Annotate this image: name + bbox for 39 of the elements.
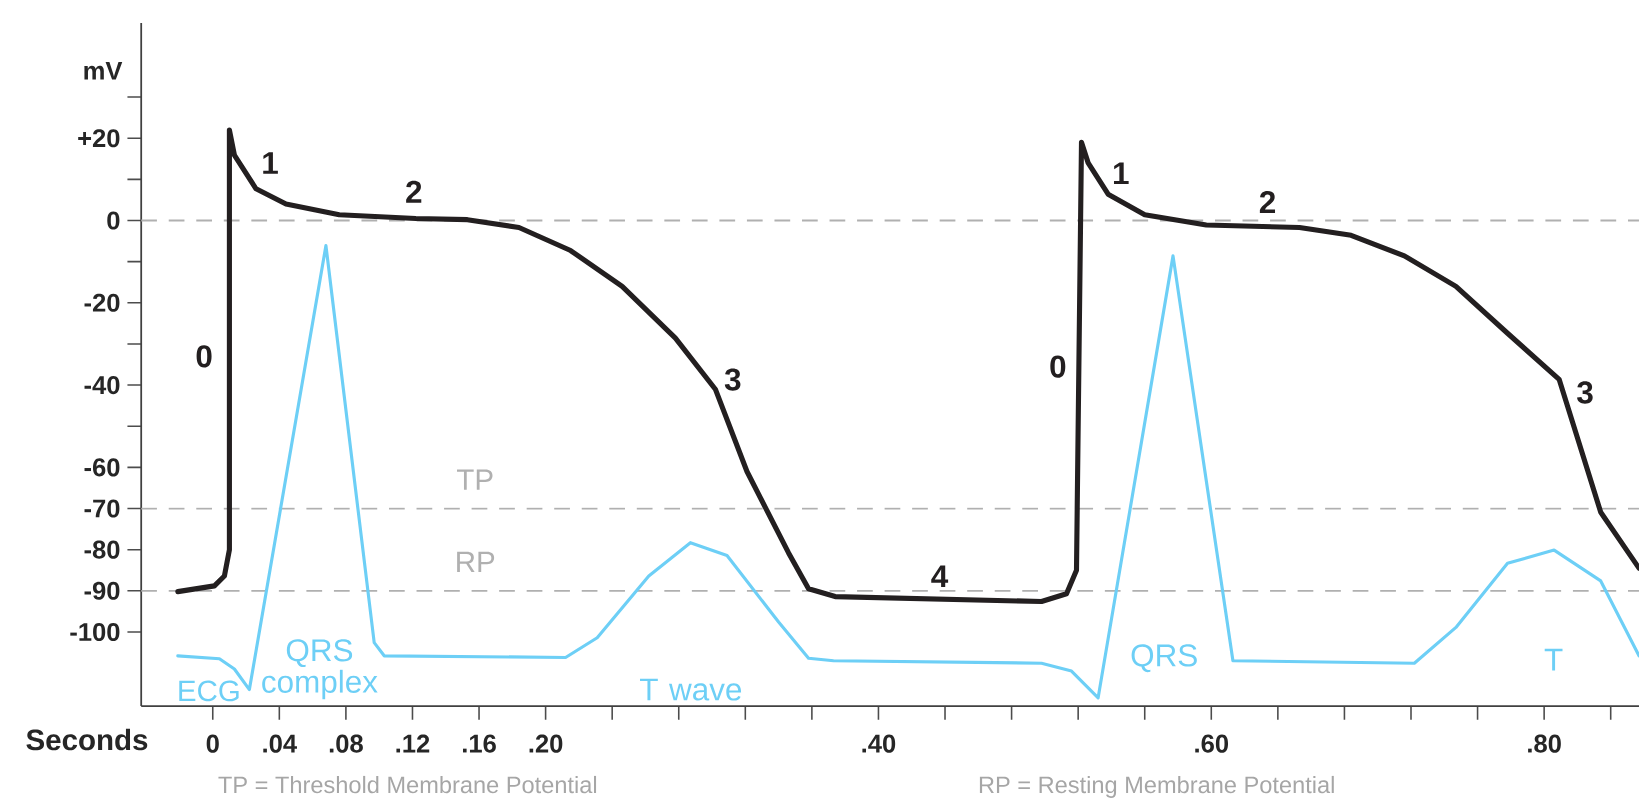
annotation: 3 [1577, 381, 1593, 404]
annotation: QRS complex [262, 639, 378, 700]
x-tick-label: .12 [396, 734, 430, 753]
x-tick-label: 0 [206, 734, 219, 753]
line-series [176, 243, 1639, 700]
annotation: 0 [196, 345, 212, 368]
annotation: 1 [1113, 162, 1129, 184]
annotation: 3 [724, 368, 741, 391]
ref-line-label: TP [457, 469, 493, 490]
x-tick-label: .40 [862, 734, 896, 753]
y-tick-label: -20 [84, 293, 120, 312]
x-tick-label: .20 [529, 734, 563, 753]
annotation: 1 [263, 152, 278, 174]
annotation: T wave [640, 678, 742, 701]
annotation: 0 [1050, 355, 1066, 378]
x-tick-label: .80 [1528, 734, 1561, 753]
x-axis-title: Seconds [26, 728, 148, 751]
ref-line-label: RP [457, 551, 495, 572]
y-tick-label: -60 [84, 458, 120, 477]
annotation: 4 [931, 565, 949, 587]
y-tick-label: -40 [84, 375, 120, 395]
annotation: 2 [406, 180, 422, 203]
y-tick-label: -90 [84, 581, 120, 600]
x-tick-label: .60 [1195, 734, 1229, 753]
y-axis-title: mV [84, 61, 123, 80]
text: TP = Threshold Membrane Potential [218, 775, 597, 794]
y-tick-label: +20 [78, 129, 120, 148]
annotation: QRS [1131, 644, 1197, 673]
y-tick-label: -70 [84, 499, 120, 518]
y-tick-label: -80 [84, 540, 120, 559]
annotation: T [1544, 648, 1563, 671]
x-tick-label: .04 [263, 734, 297, 753]
series-label: ECG [179, 680, 239, 702]
annotation: 2 [1259, 190, 1276, 213]
y-tick-label: -100 [70, 622, 120, 641]
x-tick-label: .08 [329, 734, 363, 753]
x-tick-label: .16 [462, 734, 496, 753]
text: RP = Resting Membrane Potential [979, 775, 1334, 798]
y-tick-label: 0 [107, 211, 120, 230]
